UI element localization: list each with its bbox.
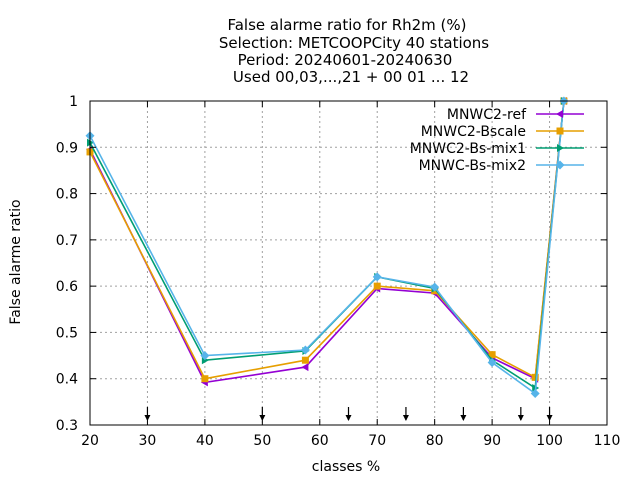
series-point-2 [373,282,381,290]
class-arrow-head [402,415,409,421]
x-axis-label: classes % [312,459,380,475]
class-arrow-head [460,415,467,421]
x-tick-label: 30 [139,433,157,449]
series-point-4 [372,272,382,282]
axis-ticks: 20 30 40 50 60 70 80 90 100 110 0.3 0.4 0.5 0.6 0.7 0.8… [56,94,621,449]
series-line-2 [89,100,565,380]
y-tick-label: 0.9 [56,140,78,156]
y-tick-label: 1 [69,94,78,110]
series-point-4 [300,345,310,355]
class-arrow-head [517,415,524,421]
x-tick-label: 50 [253,433,271,449]
series-point-4 [200,351,210,361]
y-tick-label: 0.5 [56,325,78,341]
x-tick-label: 70 [368,433,386,449]
class-arrow-head [259,415,266,421]
y-tick-label: 0.3 [56,418,78,434]
x-tick-label: 110 [594,433,621,449]
x-tick-label: 40 [196,433,214,449]
series-line-1 [89,100,565,384]
series-point-4 [487,358,497,368]
y-tick-label: 0.4 [56,372,78,388]
series-point-4 [530,389,540,399]
legend-marker-2 [556,127,564,135]
series-point-1 [301,363,309,372]
class-arrow-head [345,415,352,421]
title-line-2: Selection: METCOOPCity 40 stations [219,34,489,52]
y-tick-label: 0.8 [56,187,78,203]
series-point-2 [201,375,209,383]
x-tick-label: 90 [483,433,501,449]
x-tick-label: 20 [81,433,99,449]
legend-marker-1 [556,110,563,118]
class-arrow-head [144,415,151,421]
y-tick-label: 0.6 [56,279,78,295]
series-point-2 [531,373,539,381]
x-tick-label: 80 [426,433,444,449]
y-tick-label: 0.7 [56,233,78,249]
legend-label-4: MNWC-Bs-mix2 [419,158,526,174]
class-arrows [144,407,553,421]
series-point-2 [488,351,496,359]
legend-label-3: MNWC2-Bs-mix1 [410,141,526,157]
series-point-2 [301,356,309,364]
class-arrow-head [546,415,553,421]
chart-title: False alarme ratio for Rh2m (%) Selectio… [219,16,489,86]
series-group [85,96,569,399]
legend: MNWC2-refMNWC2-BscaleMNWC2-Bs-mix1MNWC-B… [410,107,584,174]
x-tick-label: 100 [536,433,563,449]
grid [90,101,607,425]
series-point-4 [430,282,440,292]
legend-label-2: MNWC2-Bscale [421,124,526,140]
title-line-4: Used 00,03,...,21 + 00 01 ... 12 [233,68,469,86]
title-line-1: False alarme ratio for Rh2m (%) [227,16,466,34]
x-tick-label: 60 [311,433,329,449]
legend-marker-3 [557,144,564,152]
plot-frame [89,100,608,426]
plot-border [89,100,608,426]
y-axis-label: False alarme ratio [8,199,24,324]
title-line-3: Period: 20240601-20240630 [238,51,453,69]
legend-label-1: MNWC2-ref [447,107,527,123]
series-line-4 [89,100,565,395]
legend-marker-4 [555,160,565,170]
